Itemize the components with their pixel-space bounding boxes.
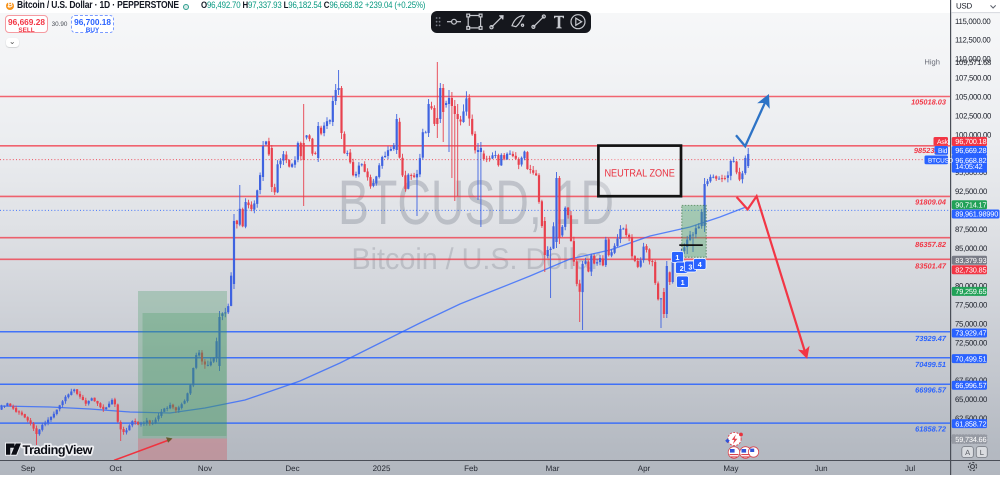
svg-text:79,259.65: 79,259.65 [955, 287, 986, 296]
svg-text:BTCUSD, 1D: BTCUSD, 1D [338, 168, 614, 238]
svg-text:70,499.51: 70,499.51 [955, 354, 986, 363]
svg-text:73929.47: 73929.47 [915, 334, 947, 343]
svg-text:14:05:42: 14:05:42 [955, 162, 982, 171]
svg-text:Ask: Ask [937, 139, 949, 146]
svg-text:66996.57: 66996.57 [915, 386, 947, 395]
svg-text:80,000.00: 80,000.00 [955, 282, 988, 291]
svg-text:61,858.72: 61,858.72 [955, 419, 986, 428]
svg-text:62,500.00: 62,500.00 [955, 414, 988, 423]
svg-text:112,500.00: 112,500.00 [955, 36, 991, 45]
svg-text:86357.82: 86357.82 [915, 240, 947, 249]
svg-text:USD: USD [956, 2, 973, 11]
svg-text:Jun: Jun [815, 464, 828, 473]
svg-text:Nov: Nov [198, 464, 212, 473]
svg-text:NEUTRAL ZONE: NEUTRAL ZONE [604, 168, 675, 180]
svg-text:Dec: Dec [285, 464, 299, 473]
svg-text:Oct: Oct [109, 464, 122, 473]
svg-text:96,700.18: 96,700.18 [955, 137, 986, 146]
svg-text:Sep: Sep [21, 464, 36, 473]
svg-text:102,500.00: 102,500.00 [955, 111, 992, 120]
svg-text:BTCUSD: BTCUSD [928, 158, 954, 165]
svg-text:L: L [980, 448, 984, 457]
svg-text:100,000.00: 100,000.00 [955, 130, 992, 139]
svg-text:75,000.00: 75,000.00 [955, 319, 988, 328]
svg-text:Jul: Jul [905, 464, 915, 473]
svg-text:115,000.00: 115,000.00 [955, 17, 991, 26]
svg-text:High: High [924, 58, 940, 67]
svg-text:105018.03: 105018.03 [911, 98, 947, 107]
svg-text:59,734.66: 59,734.66 [955, 435, 986, 444]
svg-text:TradingView: TradingView [23, 443, 93, 457]
svg-text:Apr: Apr [638, 464, 651, 473]
svg-text:98523.: 98523. [914, 146, 937, 155]
svg-text:3: 3 [688, 263, 692, 272]
svg-text:96,669.28: 96,669.28 [955, 146, 986, 155]
svg-text:Bid: Bid [938, 148, 948, 155]
svg-text:90,714.17: 90,714.17 [955, 200, 986, 209]
svg-text:4: 4 [698, 260, 702, 269]
svg-text:2025: 2025 [373, 464, 391, 473]
svg-text:A: A [965, 448, 970, 457]
svg-text:61858.72: 61858.72 [915, 425, 947, 434]
svg-text:2: 2 [680, 264, 684, 273]
svg-text:77,500.00: 77,500.00 [955, 301, 988, 310]
svg-text:72,500.00: 72,500.00 [955, 338, 988, 347]
svg-text:110,000.00: 110,000.00 [955, 55, 991, 64]
svg-text:89,961.98990: 89,961.98990 [955, 210, 998, 219]
svg-text:83,379.93: 83,379.93 [955, 256, 986, 265]
svg-text:May: May [723, 464, 738, 473]
svg-text:87,500.00: 87,500.00 [955, 225, 988, 234]
svg-text:73,929.47: 73,929.47 [955, 329, 986, 338]
svg-text:83501.47: 83501.47 [915, 262, 947, 271]
svg-text:1: 1 [675, 253, 679, 262]
svg-text:105,000.00: 105,000.00 [955, 92, 992, 101]
svg-text:109,571.68: 109,571.68 [955, 58, 991, 67]
svg-text:96,668.82: 96,668.82 [955, 156, 986, 165]
svg-text:107,500.00: 107,500.00 [955, 74, 992, 83]
svg-text:82,730.85: 82,730.85 [955, 266, 986, 275]
svg-text:65,000.00: 65,000.00 [955, 395, 988, 404]
svg-text:92,500.00: 92,500.00 [955, 187, 988, 196]
svg-text:85,000.00: 85,000.00 [955, 244, 988, 253]
svg-text:Feb: Feb [464, 464, 478, 473]
svg-text:Mar: Mar [546, 464, 560, 473]
svg-text:70499.51: 70499.51 [915, 360, 946, 369]
svg-text:66,996.57: 66,996.57 [955, 381, 986, 390]
svg-text:1: 1 [681, 278, 685, 287]
svg-text:91809.04: 91809.04 [915, 198, 946, 207]
